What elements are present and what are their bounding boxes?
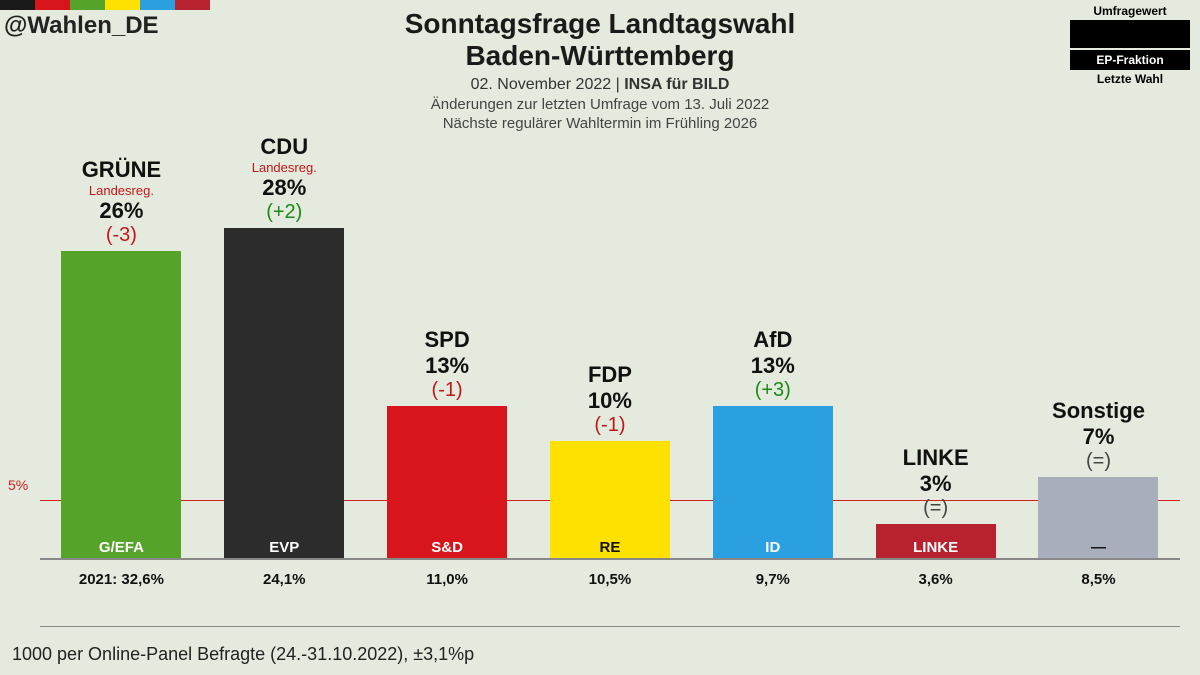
bar-group: CDULandesreg.28%(+2) EVP: [219, 134, 349, 561]
ep-tag: RE: [550, 539, 670, 556]
bar: —: [1038, 477, 1158, 560]
bar-group: FDP10%(-1) RE: [545, 362, 675, 560]
bar-group: Sonstige7%(=) —: [1033, 398, 1163, 560]
pct-label: 13%: [751, 353, 795, 379]
gov-label: Landesreg.: [252, 160, 317, 175]
ep-tag: S&D: [387, 539, 507, 556]
bar-labels: FDP10%(-1): [588, 362, 632, 437]
prev-value: 2021: 32,6%: [56, 571, 186, 588]
change-label: (=): [903, 497, 969, 520]
gov-label: Landesreg.: [82, 183, 161, 198]
change-label: (-1): [588, 414, 632, 437]
footer-divider: [40, 626, 1180, 627]
color-strip: [0, 0, 210, 10]
pct-label: 7%: [1052, 424, 1145, 450]
ep-tag: G/EFA: [61, 539, 181, 556]
ep-tag: LINKE: [876, 539, 996, 556]
ep-tag: ID: [713, 539, 833, 556]
bar-labels: GRÜNELandesreg.26%(-3): [82, 157, 161, 247]
bar: G/EFA: [61, 251, 181, 560]
bar-labels: LINKE3%(=): [903, 445, 969, 520]
subtitle-2: Nächste regulärer Wahltermin im Frühling…: [0, 115, 1200, 132]
party-name: CDU: [252, 134, 317, 160]
prev-value: 11,0%: [382, 571, 512, 588]
date-source-line: 02. November 2022 | INSA für BILD: [0, 76, 1200, 94]
title-line2: Baden-Württemberg: [0, 40, 1200, 72]
ep-tag: EVP: [224, 539, 344, 556]
bar-labels: CDULandesreg.28%(+2): [252, 134, 317, 224]
change-label: (+2): [252, 201, 317, 224]
ep-tag: —: [1038, 539, 1158, 556]
chart-area: 5% GRÜNELandesreg.26%(-3)G/EFACDULandesr…: [40, 180, 1180, 610]
legend-umfragewert: Umfragewert: [1070, 4, 1190, 18]
legend-ep: EP-Fraktion: [1070, 50, 1190, 70]
bar: EVP: [224, 228, 344, 561]
party-name: GRÜNE: [82, 157, 161, 183]
bar: S&D: [387, 406, 507, 560]
pct-label: 13%: [424, 353, 469, 379]
prev-value: 8,5%: [1033, 571, 1163, 588]
party-name: Sonstige: [1052, 398, 1145, 424]
prev-value: 24,1%: [219, 571, 349, 588]
bar: ID: [713, 406, 833, 560]
party-name: SPD: [424, 327, 469, 353]
prev-row: 2021: 32,6% 24,1% 11,0% 10,5% 9,7% 3,6% 8,5%: [40, 571, 1180, 588]
change-label: (=): [1052, 450, 1145, 473]
prev-value: 3,6%: [871, 571, 1001, 588]
legend-box: Umfragewert EP-Fraktion Letzte Wahl: [1070, 4, 1190, 88]
bar-group: GRÜNELandesreg.26%(-3) G/EFA: [56, 157, 186, 560]
bar: RE: [550, 441, 670, 560]
pct-label: 10%: [588, 388, 632, 414]
poll-date: 02. November 2022: [471, 76, 612, 93]
change-label: (+3): [751, 379, 795, 402]
footer-text: 1000 per Online-Panel Befragte (24.-31.1…: [12, 644, 474, 665]
account-handle: @Wahlen_DE: [4, 12, 159, 40]
bar-labels: AfD13%(+3): [751, 327, 795, 402]
prev-value: 9,7%: [708, 571, 838, 588]
pct-label: 26%: [82, 198, 161, 224]
poll-source: INSA für BILD: [624, 76, 729, 93]
baseline: [40, 558, 1180, 560]
party-name: AfD: [751, 327, 795, 353]
pct-label: 28%: [252, 175, 317, 201]
change-label: (-3): [82, 224, 161, 247]
legend-letzte: Letzte Wahl: [1070, 72, 1190, 86]
bar-group: SPD13%(-1) S&D: [382, 327, 512, 560]
party-name: FDP: [588, 362, 632, 388]
threshold-label: 5%: [8, 477, 28, 493]
bar-labels: Sonstige7%(=): [1052, 398, 1145, 473]
bars-container: GRÜNELandesreg.26%(-3)G/EFACDULandesreg.…: [40, 180, 1180, 560]
party-name: LINKE: [903, 445, 969, 471]
bar-group: AfD13%(+3) ID: [708, 327, 838, 560]
bar-group: LINKE3%(=)LINKE: [871, 445, 1001, 560]
bar-labels: SPD13%(-1): [424, 327, 469, 402]
prev-value: 10,5%: [545, 571, 675, 588]
change-label: (-1): [424, 379, 469, 402]
subtitle-1: Änderungen zur letzten Umfrage vom 13. J…: [0, 96, 1200, 113]
title-line1: Sonntagsfrage Landtagswahl: [0, 8, 1200, 40]
pct-label: 3%: [903, 471, 969, 497]
legend-black-box: [1070, 20, 1190, 48]
bar: LINKE: [876, 524, 996, 560]
header: Sonntagsfrage Landtagswahl Baden-Württem…: [0, 0, 1200, 132]
